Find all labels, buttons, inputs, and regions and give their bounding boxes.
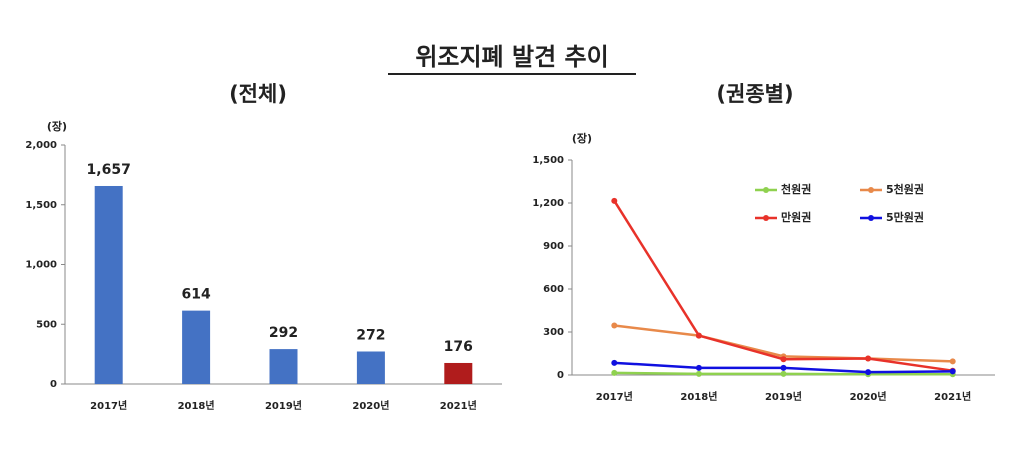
y-tick-label: 1,500: [532, 155, 564, 166]
legend-marker: [763, 187, 769, 193]
x-tick-label: 2020년: [850, 390, 887, 403]
legend-marker: [868, 187, 874, 193]
chart-title: (전체): [229, 82, 287, 106]
y-tick-label: 1,000: [25, 260, 57, 271]
legend-label: 만원권: [781, 210, 811, 224]
bar: [444, 362, 473, 384]
x-tick-label: 2018년: [680, 390, 717, 403]
point: [695, 370, 702, 377]
y-tick-label: 1,500: [25, 200, 57, 211]
data-label: 292: [269, 325, 298, 341]
point: [695, 364, 702, 371]
point: [949, 368, 956, 375]
data-label: 176: [444, 339, 473, 355]
data-label: 614: [181, 287, 210, 303]
y-tick-label: 600: [543, 284, 564, 295]
x-tick-label: 2021년: [440, 399, 477, 412]
point: [865, 369, 872, 376]
x-tick-label: 2019년: [265, 399, 302, 412]
x-tick-label: 2018년: [178, 399, 215, 412]
legend-marker: [868, 215, 874, 221]
legend-label: 5천원권: [886, 182, 924, 196]
series-line: [613, 200, 953, 372]
y-tick-label: 300: [543, 327, 564, 338]
data-label: 1,657: [87, 162, 131, 178]
data-label: 272: [356, 327, 385, 343]
point: [780, 370, 787, 377]
x-tick-label: 2021년: [934, 390, 971, 403]
point: [611, 359, 618, 366]
legend-label: 천원권: [781, 182, 811, 196]
legend-label: 5만원권: [886, 210, 924, 224]
chart-title: (권종별): [716, 82, 793, 106]
y-axis-label: (장): [572, 131, 592, 145]
point: [611, 197, 618, 204]
y-tick-label: 2,000: [25, 140, 57, 151]
bar: [356, 351, 385, 384]
point: [780, 364, 787, 371]
x-tick-label: 2019년: [765, 390, 802, 403]
x-tick-label: 2017년: [596, 390, 633, 403]
bar: [94, 185, 123, 384]
y-tick-label: 900: [543, 241, 564, 252]
bar: [182, 310, 211, 384]
point: [865, 355, 872, 362]
legend-marker: [763, 215, 769, 221]
page-title: 위조지폐 발견 추이: [415, 43, 608, 71]
point: [780, 356, 787, 363]
y-tick-label: 0: [50, 379, 57, 390]
y-tick-label: 0: [557, 370, 564, 381]
y-axis-label: (장): [47, 119, 67, 133]
point: [949, 358, 956, 365]
y-tick-label: 500: [36, 319, 57, 330]
point: [611, 322, 618, 329]
x-tick-label: 2017년: [90, 399, 127, 412]
point: [611, 369, 618, 376]
x-tick-label: 2020년: [352, 399, 389, 412]
point: [695, 332, 702, 339]
bar: [269, 349, 298, 384]
y-tick-label: 1,200: [532, 198, 564, 209]
